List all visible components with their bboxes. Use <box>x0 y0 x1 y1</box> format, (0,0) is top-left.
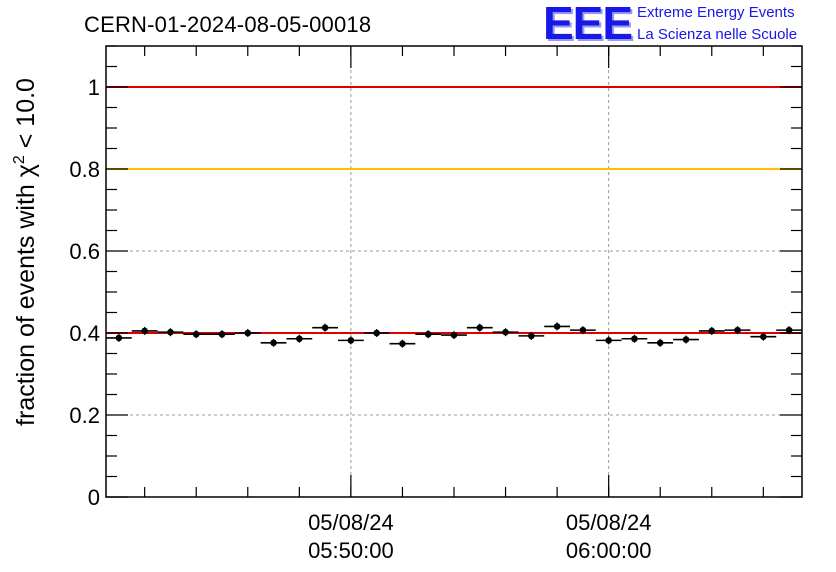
eee-logo: EEE <box>543 0 633 49</box>
data-point <box>338 336 364 345</box>
data-point <box>570 326 596 335</box>
data-point <box>363 329 390 337</box>
data-point <box>131 326 158 335</box>
grid-lines <box>106 46 802 497</box>
data-point <box>106 333 132 342</box>
point-marker <box>296 335 303 343</box>
data-point <box>647 338 674 347</box>
y-tick-label: 0.2 <box>69 403 100 428</box>
x-tick-label-date: 05/08/24 <box>566 510 652 535</box>
logo-text-line1: Extreme Energy Events <box>637 4 795 21</box>
point-marker <box>476 324 484 331</box>
point-marker <box>270 339 277 347</box>
data-point <box>157 328 184 337</box>
point-marker <box>115 334 123 342</box>
point-marker <box>399 340 406 347</box>
data-point <box>518 331 545 340</box>
data-point <box>286 334 313 343</box>
y-tick-label: 0.8 <box>69 157 100 182</box>
point-marker <box>734 326 741 334</box>
y-axis-label: fraction of events with χ2 < 10.0 <box>11 78 40 426</box>
data-point <box>698 326 725 335</box>
data-point <box>415 330 442 339</box>
data-point <box>260 338 287 347</box>
data-point <box>673 335 699 344</box>
reference-lines <box>106 86 802 334</box>
point-marker <box>631 335 638 343</box>
data-point <box>441 331 467 340</box>
point-marker <box>192 330 200 338</box>
point-marker <box>424 330 432 338</box>
data-point <box>466 323 493 332</box>
data-point <box>544 322 570 331</box>
point-marker <box>682 336 690 343</box>
data-point <box>621 334 648 343</box>
point-marker <box>656 339 664 347</box>
point-marker <box>553 323 561 330</box>
x-tick-label-time: 05:50:00 <box>308 538 394 563</box>
y-axis-label-tail: < 10.0 <box>12 78 40 155</box>
data-points <box>106 322 802 348</box>
axis-ticks <box>106 45 802 498</box>
x-tick-label-date: 05/08/24 <box>308 510 394 535</box>
y-tick-label: 0.4 <box>69 321 100 346</box>
x-tick-label-time: 06:00:00 <box>566 538 652 563</box>
point-marker <box>605 337 612 344</box>
point-marker <box>244 329 252 337</box>
y-tick-label: 1 <box>88 75 100 100</box>
point-marker <box>502 328 509 336</box>
point-marker <box>347 337 355 344</box>
point-marker <box>218 330 226 338</box>
point-marker <box>760 333 767 340</box>
y-tick-label: 0.6 <box>69 239 100 264</box>
point-marker <box>785 326 793 334</box>
point-marker <box>708 327 716 335</box>
point-marker <box>579 326 587 334</box>
data-point <box>724 326 751 335</box>
y-axis-label-sup: 2 <box>11 155 28 164</box>
point-marker <box>167 328 174 336</box>
point-marker <box>450 331 458 339</box>
point-marker <box>528 332 535 340</box>
axis-labels: 0 0.2 0.4 0.6 0.8 1 05/08/24 05:50:00 05/08/24 06… <box>69 75 651 563</box>
data-point <box>595 336 622 345</box>
point-marker <box>141 327 148 335</box>
data-point <box>492 328 519 337</box>
data-point <box>750 332 777 341</box>
y-tick-label: 0 <box>88 485 100 510</box>
y-axis-label-main: fraction of events with χ <box>12 164 40 426</box>
logo-text-line2: La Scienza nelle Scuole <box>637 26 798 43</box>
point-marker <box>321 324 329 331</box>
data-point <box>312 323 338 332</box>
data-point <box>183 330 210 339</box>
plot-frame <box>105 45 803 498</box>
data-point <box>389 339 416 348</box>
chart-title: CERN-01-2024-08-05-00018 <box>84 12 372 37</box>
data-point <box>234 329 261 337</box>
data-point <box>209 330 235 339</box>
point-marker <box>373 329 380 337</box>
